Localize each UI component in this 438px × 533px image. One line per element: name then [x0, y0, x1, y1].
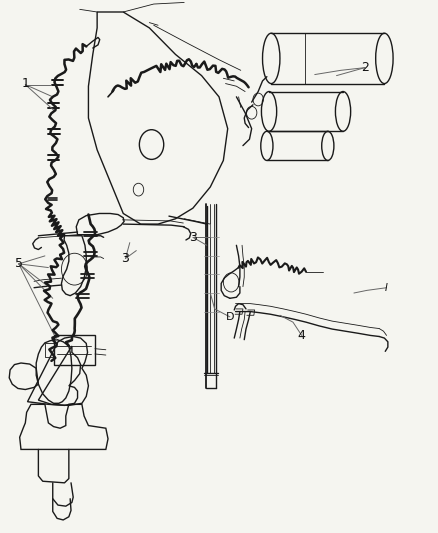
Text: 4: 4 [298, 329, 306, 342]
Text: D: D [226, 312, 234, 322]
Text: 5: 5 [15, 257, 23, 270]
Text: 1: 1 [21, 77, 29, 90]
Bar [53, 335, 95, 365]
Text: 2: 2 [361, 61, 369, 74]
Text: I: I [385, 282, 388, 293]
Text: 3: 3 [189, 231, 197, 244]
Text: 3: 3 [121, 252, 129, 265]
